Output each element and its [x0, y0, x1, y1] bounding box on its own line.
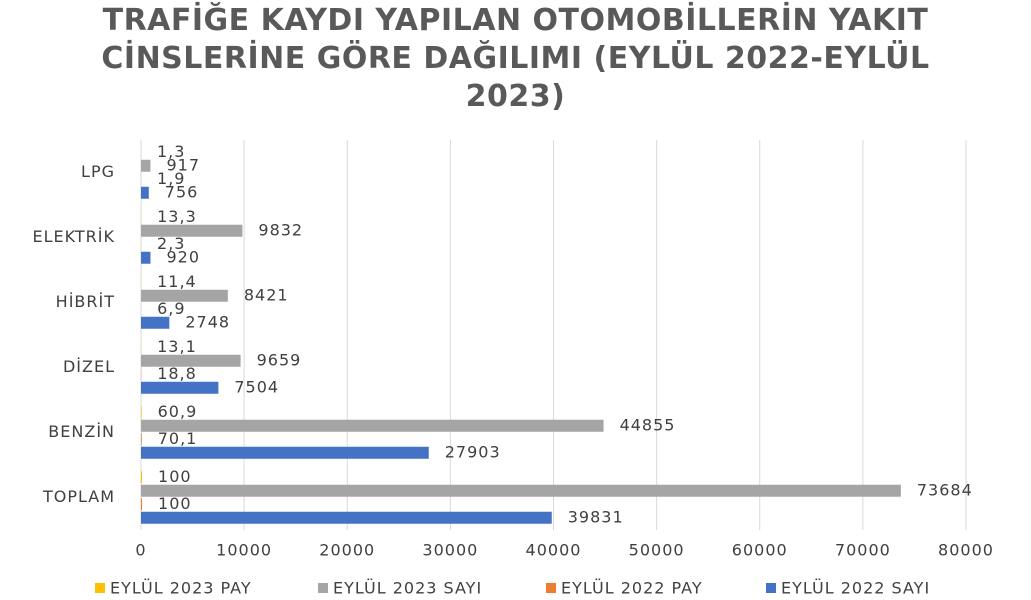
bar [141, 471, 143, 484]
x-tick-label: 50000 [629, 541, 685, 560]
y-tick-label: TOPLAM [42, 487, 115, 506]
data-label: 60,9 [158, 402, 198, 421]
chart-title: TRAFİĞE KAYDI YAPILAN OTOMOBİLLERİN YAKI… [101, 3, 930, 114]
legend-label: EYLÜL 2022 SAYI [781, 579, 930, 598]
legend-label: EYLÜL 2023 SAYI [333, 579, 482, 598]
x-tick-label: 40000 [526, 541, 582, 560]
data-label: 100 [158, 494, 192, 513]
x-tick-label: 0 [135, 541, 146, 560]
data-label: 1,9 [157, 169, 185, 188]
legend-swatch [95, 583, 105, 593]
data-label: 2,3 [157, 234, 185, 253]
legend-swatch [318, 583, 328, 593]
bar [141, 251, 151, 264]
data-label: 100 [158, 467, 192, 486]
data-label: 920 [166, 247, 200, 266]
bar [141, 354, 241, 367]
y-tick-label: LPG [81, 162, 115, 181]
y-tick-label: BENZİN [48, 422, 115, 441]
data-label: 9659 [257, 350, 302, 369]
y-tick-label: ELEKTRİK [33, 227, 115, 246]
data-label: 39831 [568, 507, 624, 526]
bar [141, 419, 604, 432]
bar [141, 289, 228, 302]
bar [141, 224, 243, 237]
legend-label: EYLÜL 2023 PAY [110, 579, 252, 598]
data-label: 7504 [234, 377, 279, 396]
bar [141, 511, 552, 524]
bar [141, 316, 170, 329]
bar [141, 484, 901, 497]
x-tick-label: 70000 [835, 541, 891, 560]
data-label: 73684 [917, 480, 973, 499]
bar [141, 381, 219, 394]
bar [141, 498, 143, 511]
x-tick-label: 80000 [938, 541, 994, 560]
data-label: 11,4 [157, 272, 197, 291]
legend-label: EYLÜL 2022 PAY [561, 579, 703, 598]
data-label: 917 [166, 155, 200, 174]
data-label: 18,8 [157, 364, 197, 383]
data-label: 13,3 [157, 207, 197, 226]
data-label: 27903 [445, 442, 501, 461]
legend-swatch [766, 583, 776, 593]
data-label: 2748 [185, 312, 230, 331]
y-tick-label: DİZEL [63, 357, 115, 376]
legend-swatch [546, 583, 556, 593]
data-label: 70,1 [158, 429, 198, 448]
data-label: 13,1 [157, 337, 197, 356]
data-label: 44855 [620, 415, 676, 434]
x-tick-label: 60000 [732, 541, 788, 560]
x-tick-label: 20000 [319, 541, 375, 560]
data-label: 1,3 [157, 142, 185, 161]
bar [141, 433, 142, 446]
data-label: 8421 [244, 285, 289, 304]
x-tick-label: 30000 [422, 541, 478, 560]
bar [141, 159, 151, 172]
bar [141, 446, 429, 459]
data-label: 756 [165, 182, 199, 201]
bar [141, 406, 142, 419]
x-tick-label: 10000 [216, 541, 272, 560]
bar [141, 186, 149, 199]
data-label: 6,9 [157, 299, 185, 318]
data-label: 9832 [258, 220, 303, 239]
y-tick-label: HİBRİT [56, 292, 115, 311]
